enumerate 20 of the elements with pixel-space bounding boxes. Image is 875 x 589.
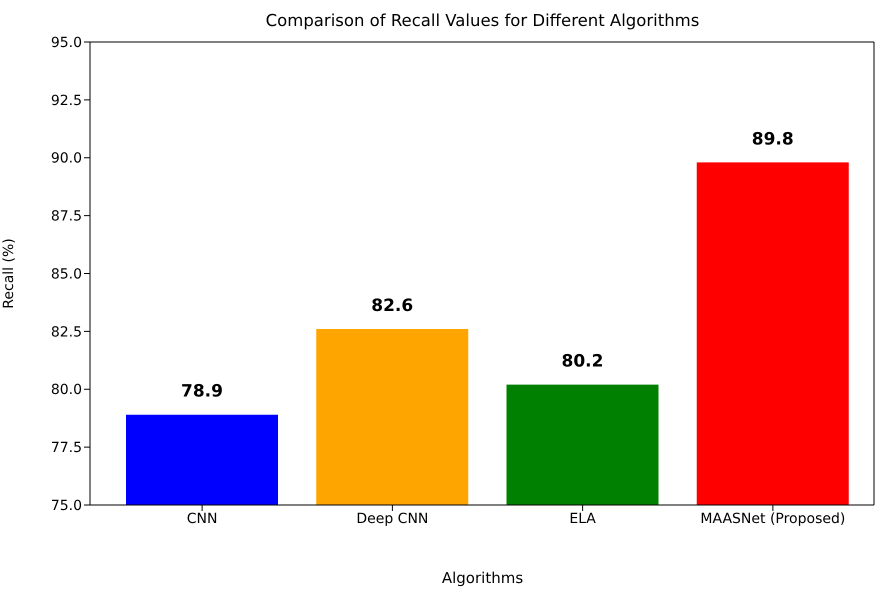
- y-tick-label: 87.5: [50, 208, 82, 225]
- x-axis-title: Algorithms: [440, 569, 524, 587]
- chart-title: Comparison of Recall Values for Different Algorithms: [264, 11, 700, 30]
- x-tick-label: MAASNet (Proposed): [700, 510, 846, 527]
- y-tick-label: 77.5: [50, 440, 82, 456]
- y-tick-label: 85.0: [50, 266, 82, 282]
- y-tick-label: 75.0: [50, 498, 82, 514]
- x-tick-label: ELA: [569, 510, 596, 527]
- data-label: 80.2: [562, 352, 604, 372]
- y-axis-title: Recall (%): [0, 238, 17, 309]
- y-tick-label: 92.5: [50, 92, 82, 109]
- data-label: 89.8: [752, 129, 794, 150]
- x-tick-label: Deep CNN: [356, 510, 428, 527]
- x-tick-label: CNN: [186, 510, 218, 527]
- y-tick-label: 95.0: [50, 34, 82, 51]
- y-tick-label: 90.0: [50, 150, 82, 167]
- data-label: 78.9: [181, 382, 223, 402]
- data-label: 82.6: [371, 296, 414, 316]
- y-tick-label: 82.5: [50, 324, 82, 340]
- y-tick-label: 80.0: [50, 382, 82, 398]
